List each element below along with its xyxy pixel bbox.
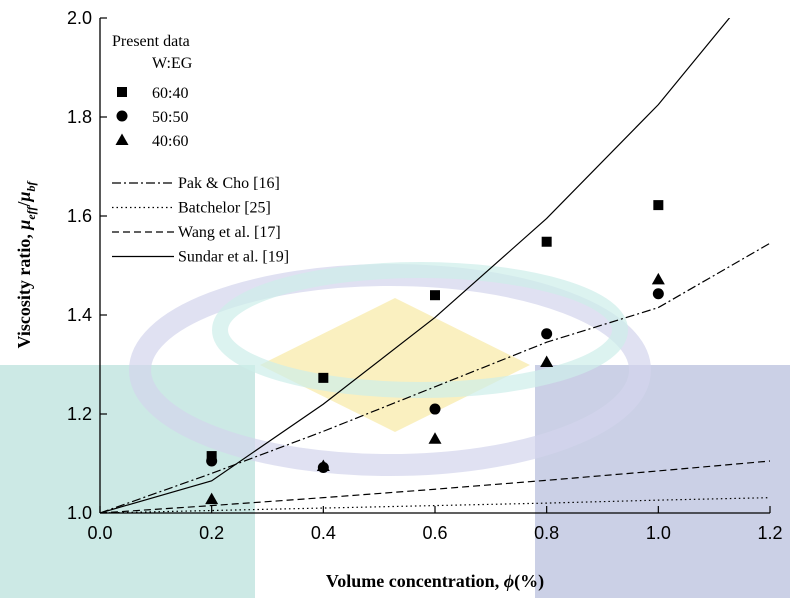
- marker: [316, 459, 330, 471]
- legend-title: Present data: [112, 33, 190, 50]
- y-label-text: Viscosity ratio,: [14, 230, 34, 349]
- marker: [651, 272, 665, 285]
- y-tick-label: 1.4: [67, 305, 92, 325]
- marker: [540, 355, 554, 368]
- x-axis-label: Volume concentration, ϕ(%): [326, 571, 544, 592]
- legend-marker: [117, 87, 127, 97]
- legend-label: Sundar et al. [19]: [178, 249, 289, 266]
- x-tick-label: 0.0: [87, 523, 112, 543]
- marker: [653, 200, 664, 211]
- y-tick-label: 2.0: [67, 8, 92, 28]
- x-tick-label: 0.8: [534, 523, 559, 543]
- marker: [205, 492, 219, 505]
- legend-label: Pak & Cho [16]: [178, 175, 280, 192]
- x-label-text: Volume concentration,: [326, 571, 504, 591]
- marker: [206, 455, 218, 467]
- x-tick-label: 0.6: [422, 523, 447, 543]
- marker: [652, 288, 664, 300]
- y-tick-label: 1.2: [67, 404, 92, 424]
- line: [100, 497, 770, 513]
- y-label-symbol: μ: [14, 220, 34, 231]
- legend-marker: [115, 133, 129, 145]
- x-label-unit: (%): [514, 571, 544, 592]
- line: [100, 460, 770, 513]
- legend-label: 60:40: [152, 85, 188, 102]
- x-tick-label: 0.2: [199, 523, 224, 543]
- marker: [541, 328, 553, 340]
- legend-label: 50:50: [152, 109, 188, 126]
- x-label-symbol: ϕ: [504, 571, 514, 591]
- y-label-subscript: eff: [24, 206, 38, 220]
- legend-label: Wang et al. [17]: [178, 224, 281, 241]
- y-tick-label: 1.0: [67, 503, 92, 523]
- y-label-subscript: bf: [24, 181, 38, 192]
- marker: [428, 432, 442, 444]
- watermark: [0, 262, 790, 598]
- legend-subtitle: W:EG: [152, 55, 193, 72]
- line: [100, 242, 770, 513]
- y-axis-label: Viscosity ratio, μeff/μbf: [14, 181, 38, 349]
- marker: [318, 372, 329, 383]
- y-label-slash: /: [14, 201, 34, 208]
- y-label-symbol: μ: [14, 192, 34, 203]
- marker: [430, 290, 440, 301]
- legend-label: 40:60: [152, 133, 188, 150]
- legend-label: Batchelor [25]: [178, 200, 271, 217]
- clip-group: [100, 18, 770, 513]
- line: [100, 18, 731, 513]
- x-tick-label: 0.4: [311, 523, 336, 543]
- marker: [541, 236, 552, 247]
- x-tick-label: 1.2: [757, 523, 782, 543]
- y-tick-label: 1.8: [67, 107, 92, 127]
- marker: [429, 403, 441, 415]
- legend-marker: [116, 110, 128, 122]
- plot-area: [100, 18, 770, 513]
- y-tick-label: 1.6: [67, 206, 92, 226]
- x-tick-label: 1.0: [646, 523, 671, 543]
